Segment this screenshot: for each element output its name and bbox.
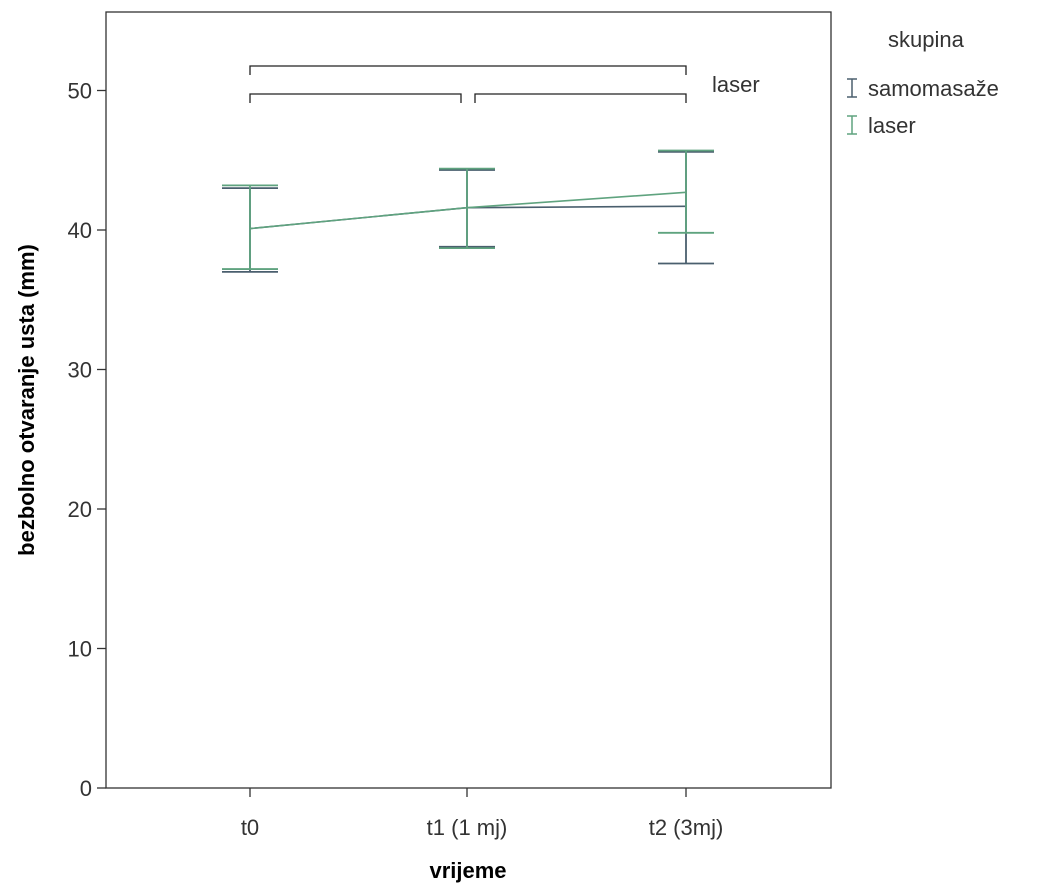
legend-title: skupina <box>888 27 965 52</box>
series-0 <box>222 150 714 273</box>
x-tick-label: t1 (1 mj) <box>427 815 508 840</box>
significance-brackets <box>249 65 687 103</box>
y-tick-label: 40 <box>68 218 92 243</box>
significance-bracket <box>249 65 687 75</box>
x-tick-label: t2 (3mj) <box>649 815 724 840</box>
legend-item: laser <box>847 113 916 138</box>
y-tick-label: 50 <box>68 79 92 104</box>
legend-label: laser <box>868 113 916 138</box>
x-axis-title: vrijeme <box>429 858 506 883</box>
y-axis: 0 10 20 30 40 50 <box>68 79 106 801</box>
series-line <box>249 191 687 230</box>
plot-area-frame <box>105 11 832 789</box>
legend-item: samomasaže <box>847 76 999 101</box>
significance-bracket <box>474 93 687 103</box>
y-axis-title: bezbolno otvaranje usta (mm) <box>14 244 39 556</box>
series-line <box>249 205 687 230</box>
x-tick-label: t0 <box>241 815 259 840</box>
series-1 <box>222 149 714 270</box>
legend-label: samomasaže <box>868 76 999 101</box>
significance-bracket <box>249 93 462 103</box>
y-tick-label: 30 <box>68 358 92 383</box>
legend: skupina samomasaže laser <box>847 27 999 138</box>
y-tick-label: 20 <box>68 497 92 522</box>
annotation-label: laser <box>712 72 760 97</box>
y-tick-label: 0 <box>80 776 92 801</box>
series-layer <box>222 149 714 273</box>
x-axis: t0 t1 (1 mj) t2 (3mj) <box>241 788 723 840</box>
y-tick-label: 10 <box>68 637 92 662</box>
